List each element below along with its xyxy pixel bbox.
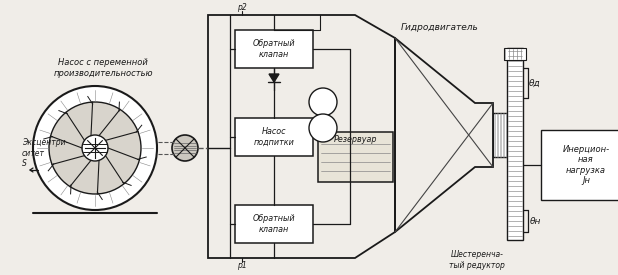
Text: θд: θд bbox=[529, 78, 541, 87]
Text: Насос с переменной
производительностью: Насос с переменной производительностью bbox=[53, 58, 153, 78]
Polygon shape bbox=[269, 74, 279, 82]
Text: Резервуар: Резервуар bbox=[334, 136, 377, 144]
Bar bbox=[504, 48, 526, 60]
Text: p2: p2 bbox=[237, 2, 247, 12]
Bar bbox=[235, 118, 313, 156]
Circle shape bbox=[49, 102, 141, 194]
Text: Насос
подпитки: Насос подпитки bbox=[253, 127, 294, 147]
Circle shape bbox=[309, 88, 337, 116]
Text: p1: p1 bbox=[237, 262, 247, 271]
Circle shape bbox=[309, 114, 337, 142]
Text: Шестеренча-
тый редуктор: Шестеренча- тый редуктор bbox=[449, 250, 505, 270]
Text: Гидродвигатель: Гидродвигатель bbox=[401, 23, 479, 32]
Bar bbox=[493, 113, 507, 157]
Text: Инерцион-
ная
нагрузка
Jн: Инерцион- ная нагрузка Jн bbox=[562, 145, 609, 185]
Bar bbox=[507, 48, 523, 240]
Bar bbox=[541, 130, 618, 200]
Circle shape bbox=[82, 135, 108, 161]
Circle shape bbox=[172, 135, 198, 161]
Text: θн: θн bbox=[529, 218, 541, 227]
Bar bbox=[235, 30, 313, 68]
Text: Обратный
клапан: Обратный клапан bbox=[253, 39, 295, 59]
Text: Обратный
клапан: Обратный клапан bbox=[253, 214, 295, 234]
Bar bbox=[235, 205, 313, 243]
Circle shape bbox=[33, 86, 157, 210]
Bar bbox=[318, 132, 393, 182]
Text: Эксцентри-
ситет
S: Эксцентри- ситет S bbox=[22, 138, 69, 168]
